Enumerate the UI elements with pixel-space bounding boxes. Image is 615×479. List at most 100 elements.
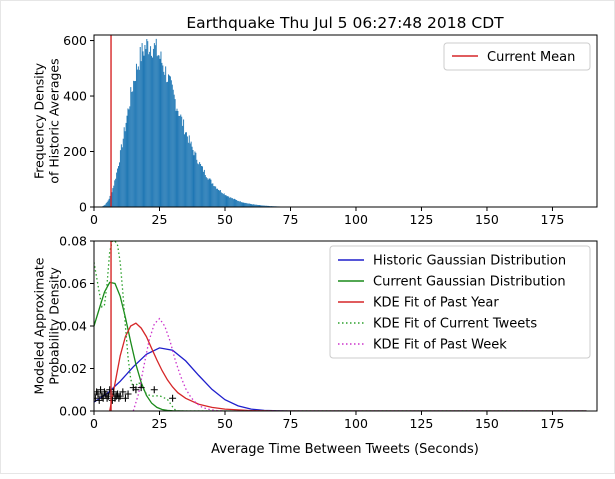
histogram-bar [177,109,178,207]
histogram-bar [121,144,122,207]
histogram-bar [169,76,170,207]
histogram-bar [216,189,217,207]
y-axis-label-line: Probability Density [47,267,62,385]
histogram-bar [221,192,222,207]
legend-label: KDE Fit of Past Year [373,296,499,311]
histogram-bar [137,70,138,207]
histogram-bar [149,52,150,207]
histogram-bar [154,43,155,207]
histogram-bar [244,203,245,207]
histogram-bar [179,116,180,207]
histogram-bar [164,75,165,207]
histogram-bar [198,164,199,207]
histogram-legend: Current Mean [444,43,590,70]
x-tick-label: 25 [152,212,168,227]
tweet-marker [169,395,176,402]
histogram-bar [178,116,179,207]
histogram-bar [206,177,207,207]
histogram-bar [120,150,121,207]
histogram-bar [130,87,131,207]
histogram-bar [184,134,185,207]
histogram-bar [207,178,208,207]
histogram-bar [161,63,162,207]
y-tick-label: 0.00 [59,404,87,419]
histogram-bar [122,147,123,207]
histogram-bar [172,85,173,207]
histogram-bar [118,166,119,207]
histogram-bar [127,116,128,207]
x-tick-label: 0 [90,416,98,431]
tweet-marker [151,386,158,393]
histogram-bar [196,160,197,207]
histogram-bar [224,193,225,207]
histogram-bar [210,180,211,207]
histogram-bar [140,47,141,207]
histogram-bar [185,132,186,207]
histogram-bar [133,81,134,207]
histogram-bar [108,200,109,207]
histogram-bar [177,111,178,207]
legend-label-current-mean: Current Mean [487,50,575,65]
y-tick-label: 600 [63,33,87,48]
histogram-bar [128,109,129,207]
histogram-bar [183,119,184,207]
histogram-bar [223,194,224,207]
histogram-bar [170,76,171,207]
x-tick-label: 75 [283,212,299,227]
x-tick-label: 175 [541,212,565,227]
histogram-bar [237,201,238,207]
histogram-bar [127,108,128,207]
histogram-bar [160,52,161,207]
histogram-bar [135,81,136,207]
histogram-bar [165,66,166,207]
histogram-bar [174,95,175,207]
histogram-bar [219,191,220,207]
histogram-bar [126,123,127,207]
x-tick-label: 75 [283,416,299,431]
histogram-bar [234,199,235,207]
histogram-bar [199,162,200,207]
x-tick-label: 100 [344,416,368,431]
histogram-bar [180,115,181,207]
histogram-bar [210,178,211,207]
histogram-bar [243,203,244,207]
histogram-bar [129,106,130,207]
histogram-plot-area [99,35,307,207]
histogram-bar [146,39,147,207]
histogram-bar [243,202,244,207]
histogram-bar [163,72,164,207]
histogram-bar [162,65,163,207]
histogram-bar [239,202,240,207]
histogram-bar [144,45,145,207]
figure-title: Earthquake Thu Jul 5 06:27:48 2018 CDT [186,14,504,32]
histogram-bar [194,151,195,207]
histogram-bar [134,81,135,207]
histogram-bar [245,203,246,207]
histogram-bar [235,200,236,207]
histogram-bar [107,202,108,207]
histogram-bar [116,173,117,207]
legend-label: KDE Fit of Past Week [373,338,507,353]
y-axis-label-line: Modeled Approximate [32,257,47,394]
x-tick-label: 175 [541,416,565,431]
histogram-bar [233,199,234,207]
histogram-bar [117,169,118,207]
histogram-bar [173,90,174,207]
histogram-bar [176,111,177,207]
y-tick-label: 0.06 [59,276,87,291]
histogram-bar [175,99,176,207]
y-tick-label: 0 [79,200,87,215]
histogram-bar [131,92,132,207]
histogram-bar [188,143,189,207]
histogram-bar [168,74,169,207]
histogram-bar [203,172,204,207]
histogram-bar [166,82,167,207]
histogram-bar [197,163,198,207]
histogram-bar [217,189,218,207]
y-tick-label: 0.02 [59,361,87,376]
histogram-bar [160,59,161,207]
